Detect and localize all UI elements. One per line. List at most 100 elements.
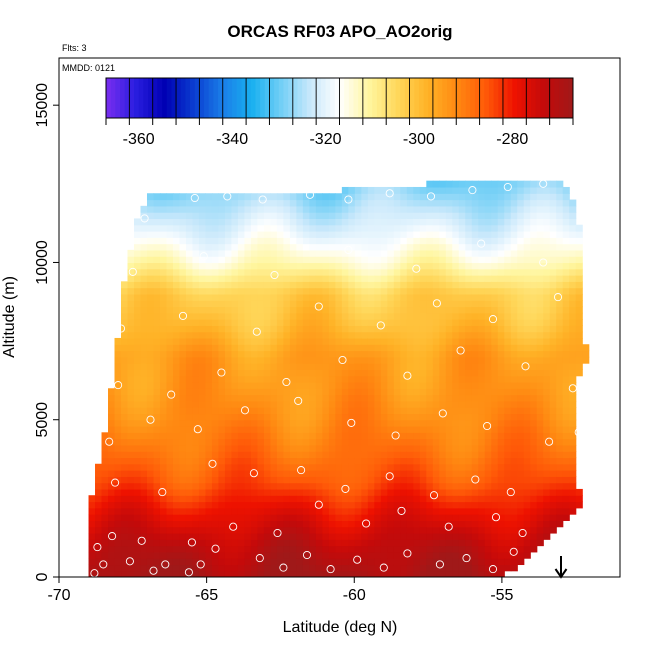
heatmap-cell: [556, 520, 564, 528]
heatmap-cell: [536, 532, 544, 540]
heatmap-cell: [140, 300, 148, 308]
heatmap-cell: [367, 419, 375, 427]
heatmap-cell: [497, 375, 505, 383]
heatmap-cell: [211, 532, 220, 540]
heatmap-cell: [224, 193, 233, 201]
heatmap-cell: [166, 262, 174, 270]
heatmap-cell: [523, 287, 531, 295]
heatmap-cell: [530, 381, 538, 389]
heatmap-cell: [172, 501, 181, 509]
heatmap-cell: [192, 337, 200, 345]
heatmap-cell: [348, 344, 356, 352]
heatmap-cell: [536, 224, 544, 232]
heatmap-cell: [367, 539, 375, 547]
heatmap-cell: [192, 564, 200, 572]
heatmap-cell: [289, 212, 297, 220]
heatmap-cell: [380, 426, 388, 433]
heatmap-cell: [121, 438, 129, 446]
heatmap-cell: [244, 344, 252, 352]
heatmap-cell: [224, 551, 233, 559]
heatmap-cell: [432, 319, 440, 326]
heatmap-cell: [322, 495, 330, 503]
heatmap-cell: [393, 451, 401, 459]
heatmap-cell: [172, 237, 181, 245]
heatmap-cell: [140, 356, 148, 364]
heatmap-cell: [549, 381, 557, 389]
heatmap-cell: [575, 224, 583, 232]
heatmap-cell: [354, 218, 362, 226]
heatmap-cell: [504, 325, 512, 333]
heatmap-cell: [530, 275, 538, 282]
heatmap-cell: [504, 432, 512, 440]
sample-point: [258, 195, 267, 204]
heatmap-cell: [497, 356, 505, 364]
heatmap-cell: [341, 463, 349, 471]
heatmap-cell: [452, 564, 460, 572]
heatmap-cell: [439, 501, 447, 509]
heatmap-cell: [543, 470, 551, 477]
heatmap-cell: [536, 381, 544, 389]
heatmap-cell: [257, 193, 265, 201]
heatmap-cell: [289, 488, 297, 496]
heatmap-cell: [179, 532, 187, 540]
heatmap-cell: [406, 293, 414, 301]
heatmap-cell: [400, 488, 408, 496]
sample-point: [108, 532, 117, 541]
heatmap-cell: [198, 438, 207, 446]
heatmap-cell: [289, 224, 297, 232]
heatmap-cell: [439, 180, 447, 188]
heatmap-cell: [497, 180, 505, 188]
heatmap-cell: [121, 300, 129, 308]
heatmap-cell: [367, 325, 375, 333]
heatmap-cell: [484, 293, 492, 301]
heatmap-cell: [179, 501, 187, 509]
heatmap-cell: [426, 275, 434, 282]
heatmap-cell: [283, 300, 291, 308]
heatmap-cell: [205, 551, 213, 559]
heatmap-cell: [406, 520, 414, 528]
heatmap-cell: [478, 570, 486, 577]
heatmap-cell: [231, 438, 239, 446]
heatmap-cell: [250, 375, 259, 383]
heatmap-cell: [231, 363, 239, 370]
heatmap-cell: [134, 243, 142, 251]
heatmap-cell: [218, 363, 226, 370]
heatmap-cell: [504, 564, 512, 572]
heatmap-cell: [172, 375, 181, 383]
heatmap-cell: [153, 375, 161, 383]
heatmap-cell: [302, 407, 310, 415]
heatmap-cell: [562, 224, 570, 232]
heatmap-cell: [322, 281, 330, 289]
heatmap-cell: [283, 451, 291, 459]
heatmap-cell: [121, 344, 129, 352]
heatmap-cell: [296, 570, 304, 577]
heatmap-cell: [328, 256, 336, 264]
heatmap-cell: [393, 312, 401, 320]
heatmap-cell: [393, 457, 401, 465]
heatmap-cell: [569, 501, 577, 509]
heatmap-cell: [543, 501, 551, 509]
heatmap-cell: [400, 243, 408, 251]
heatmap-cell: [549, 388, 557, 396]
heatmap-cell: [166, 231, 174, 238]
heatmap-cell: [172, 432, 181, 440]
heatmap-cell: [140, 287, 148, 295]
heatmap-cell: [172, 507, 181, 515]
heatmap-cell: [153, 470, 161, 477]
heatmap-cell: [510, 344, 518, 352]
heatmap-cell: [426, 407, 434, 415]
heatmap-cell: [146, 300, 155, 308]
heatmap-cell: [471, 407, 479, 415]
heatmap-cell: [289, 249, 297, 257]
heatmap-cell: [244, 507, 252, 515]
heatmap-cell: [484, 224, 492, 232]
heatmap-cell: [315, 212, 323, 220]
heatmap-cell: [562, 237, 570, 245]
heatmap-cell: [127, 381, 135, 389]
heatmap-cell: [536, 407, 544, 415]
colorbar-swatch: [194, 78, 200, 118]
heatmap-cell: [569, 281, 577, 289]
heatmap-cell: [413, 564, 421, 572]
heatmap-cell: [192, 218, 200, 226]
heatmap-cell: [439, 388, 447, 396]
